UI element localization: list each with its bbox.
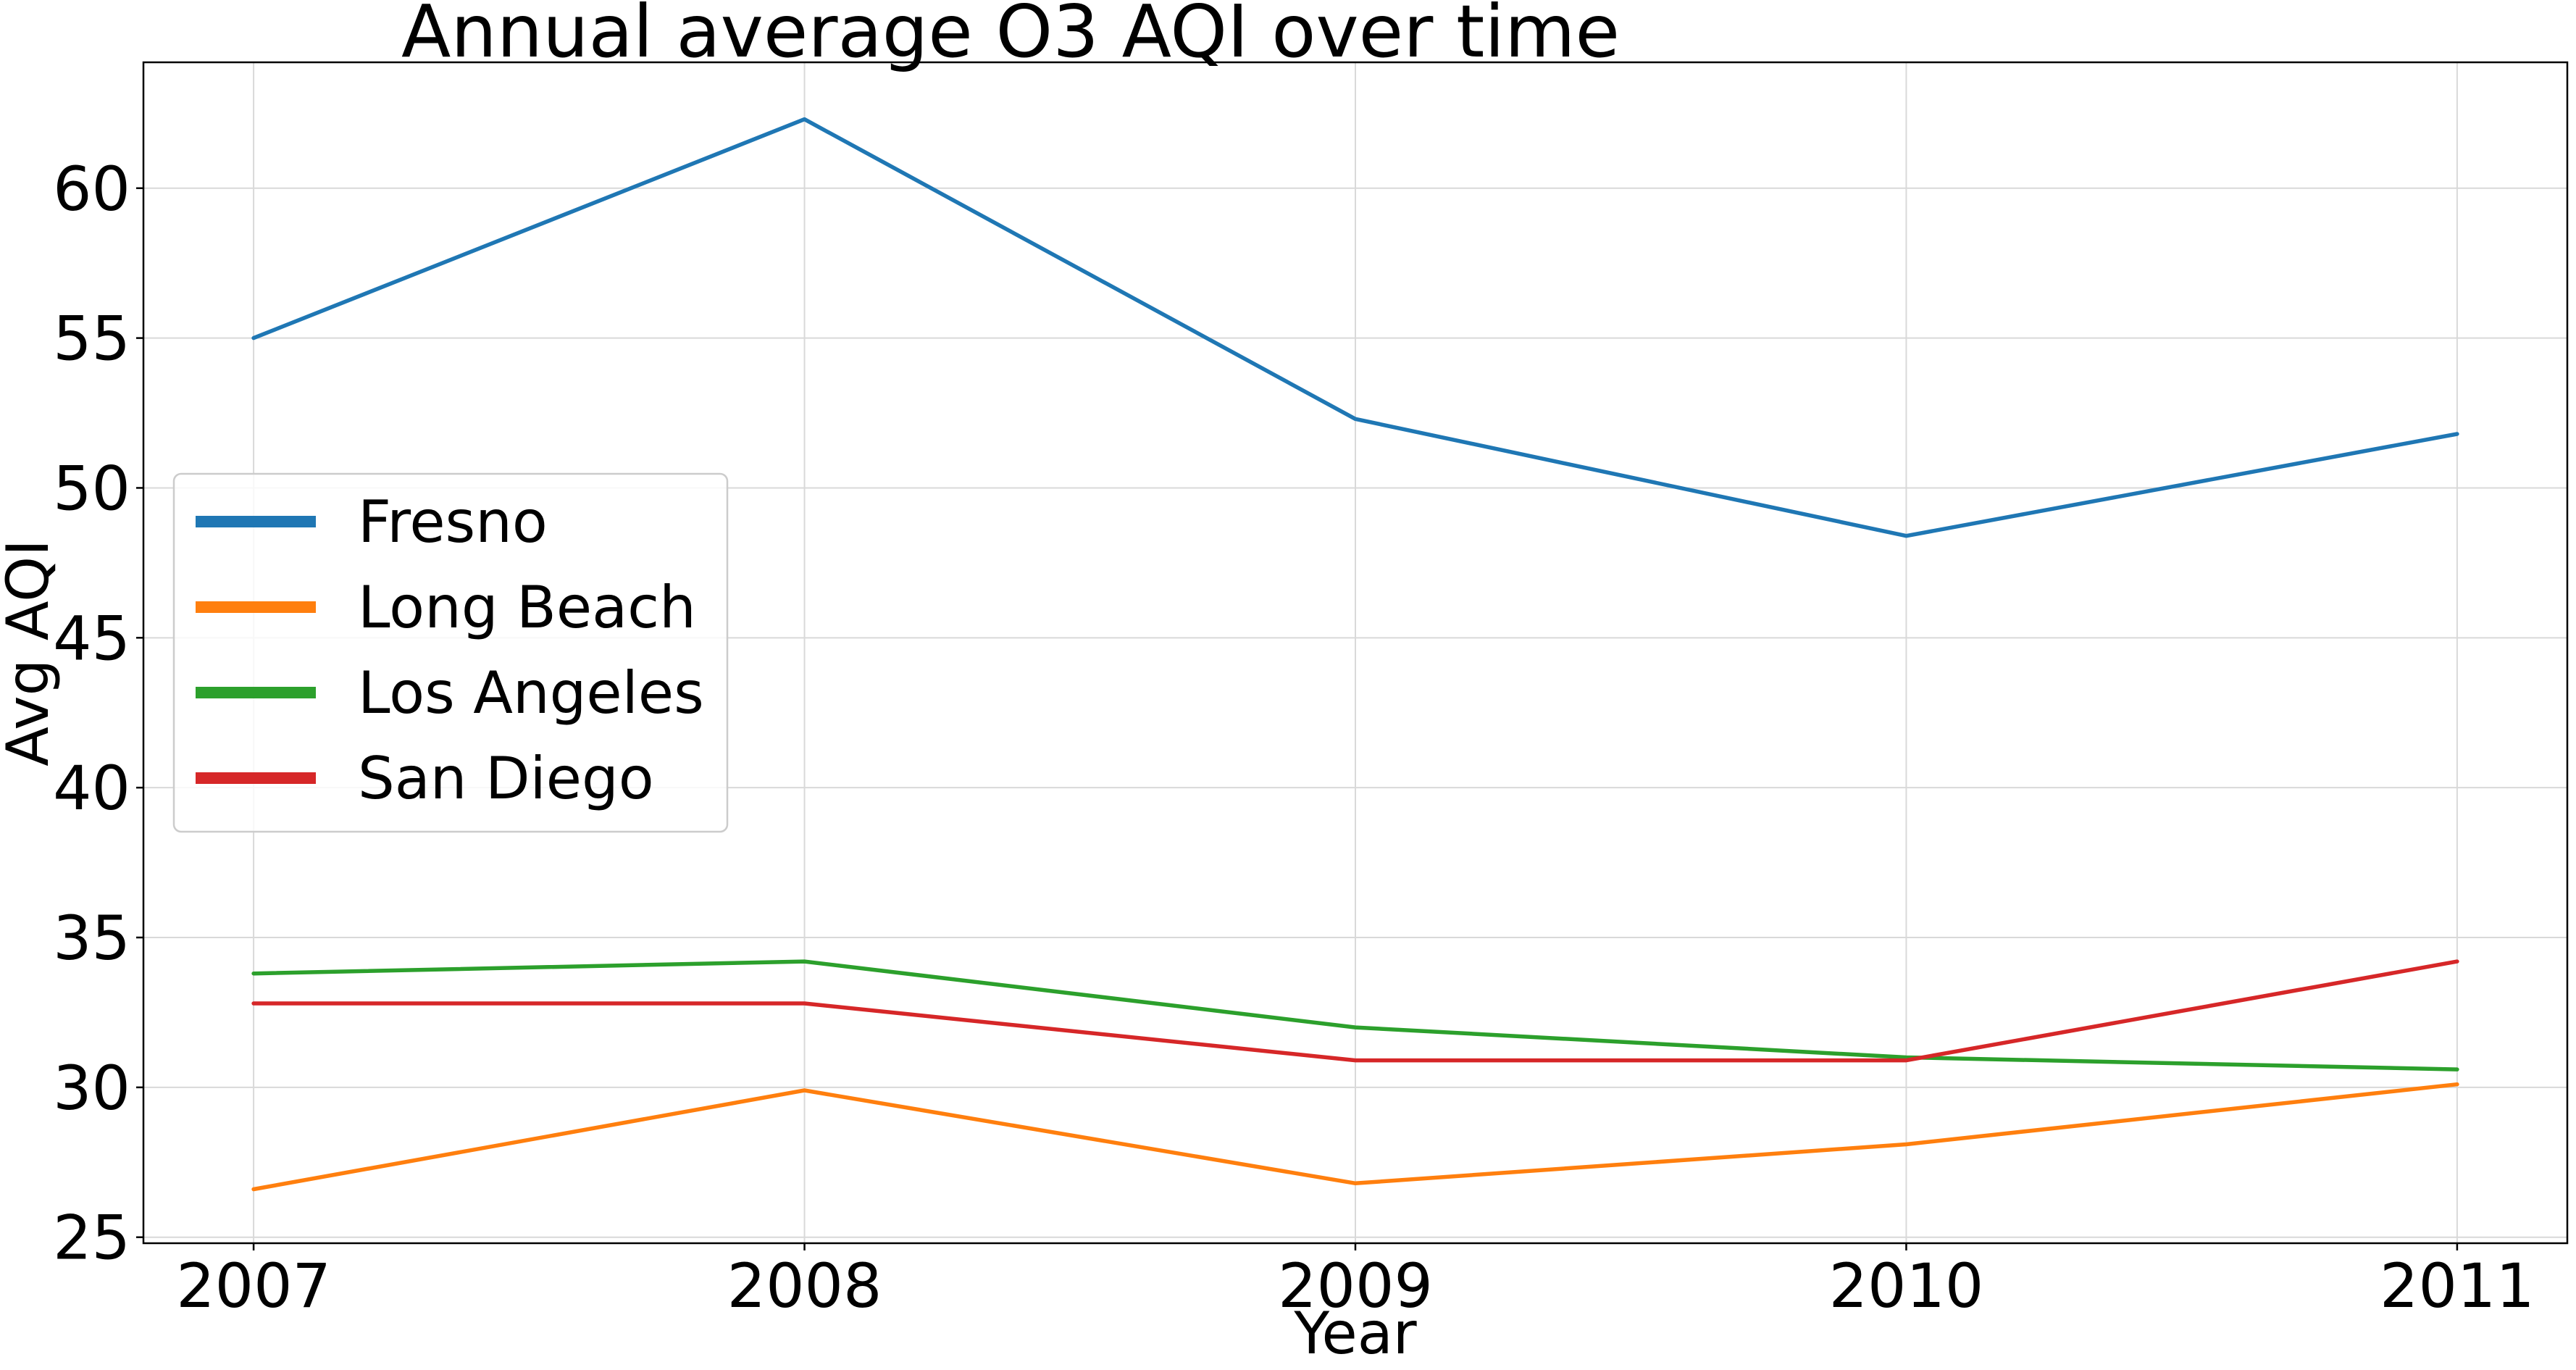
series-line-los-angeles [251,959,2459,1072]
legend-label-san-diego: San Diego [358,745,654,812]
y-tick-label: 50 [53,453,130,524]
y-tick-label: 30 [53,1053,130,1124]
legend-box [172,472,729,833]
y-tick-label: 40 [53,753,130,824]
grid [143,62,2567,1243]
x-tick-label: 2008 [727,1250,882,1321]
legend-label-fresno: Fresno [358,488,548,556]
y-axis-label: Avg AQI [0,539,62,766]
legend: Fresno Long Beach Los Angeles San Diego [172,472,729,833]
series-line-long-beach [251,1082,2459,1192]
y-axis-ticks: 25 30 35 40 45 50 55 60 [53,154,143,1274]
legend-label-los-angeles: Los Angeles [358,659,704,727]
x-tick-label: 2010 [1829,1250,1984,1321]
x-axis-ticks: 2007 2008 2009 2010 2011 [176,1243,2535,1321]
x-tick-label: 2007 [176,1250,331,1321]
series-line-fresno [251,117,2459,538]
y-tick-label: 55 [53,304,130,375]
x-axis-label: Year [1293,1300,1416,1367]
x-tick-label: 2009 [1278,1250,1433,1321]
y-tick-label: 60 [53,154,130,225]
y-tick-label: 25 [53,1203,130,1274]
y-tick-label: 45 [53,603,130,674]
legend-label-long-beach: Long Beach [358,574,696,641]
y-tick-label: 35 [53,903,130,974]
series-layer [251,117,2459,1192]
series-line-san-diego [251,959,2459,1063]
x-tick-label: 2011 [2380,1250,2535,1321]
